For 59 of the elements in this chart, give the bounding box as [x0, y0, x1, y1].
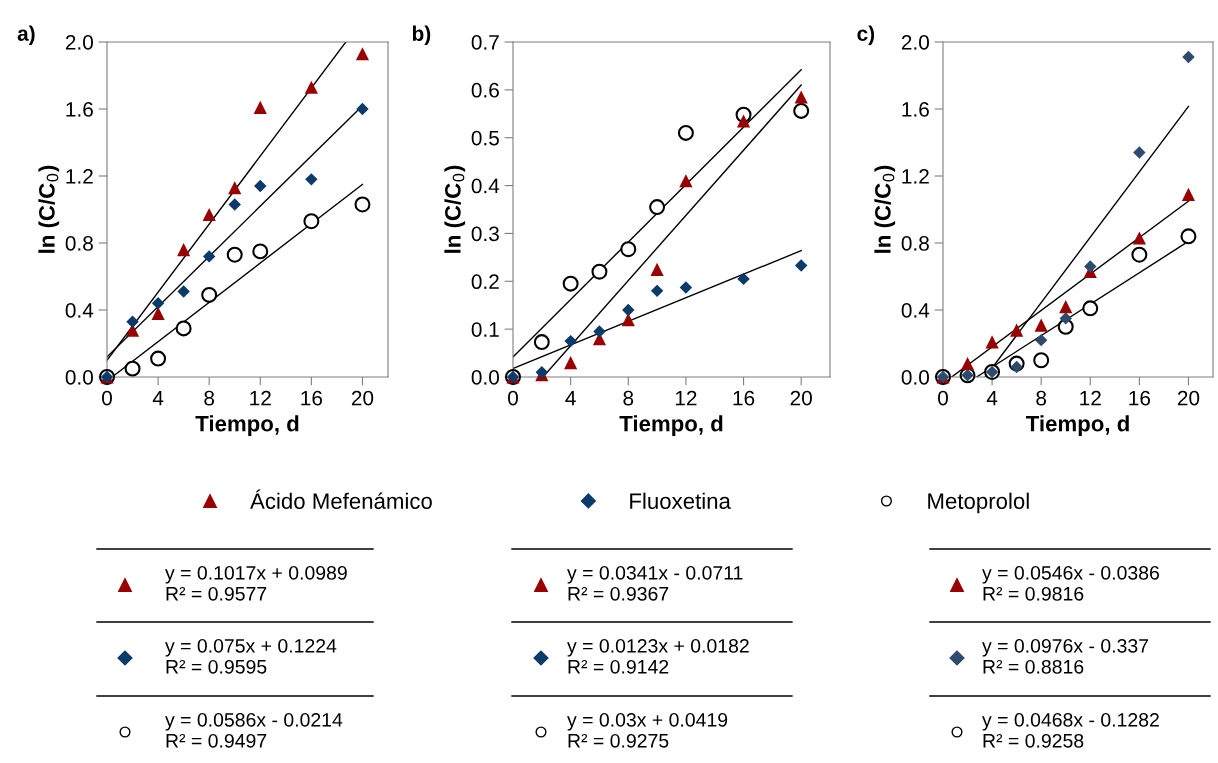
y-axis-title: ln (C/C$_{0}$) — [444, 165, 466, 253]
y-tick-label: 0.7 — [471, 35, 499, 50]
y-tick-label: 1.6 — [902, 102, 929, 117]
text: y = 0.1017x + 0.0989 R² = 0.9577 — [165, 565, 347, 601]
y-tick-label: 0.2 — [471, 274, 499, 290]
chart-title: a) — [17, 25, 35, 46]
x-axis-title: Tiempo, d — [619, 415, 723, 436]
x-tick-label: 12 — [250, 390, 271, 406]
text: y = 0.0546x - 0.0386 R² = 0.9816 — [982, 565, 1159, 601]
y-tick-label: 0.0 — [901, 370, 929, 385]
x-tick-label: 8 — [1036, 390, 1047, 406]
x-tick-label: 4 — [565, 390, 576, 406]
x-tick-label: 16 — [301, 390, 323, 406]
y-axis-title: ln (C/C$_{0}$) — [38, 165, 60, 253]
y-tick-label: 0.4 — [471, 178, 500, 194]
y-tick-label: 2.0 — [901, 35, 929, 50]
x-tick-label: 20 — [790, 390, 812, 406]
legend-label: Ácido Mefenámico — [250, 489, 432, 509]
y-tick-label: 0.0 — [65, 370, 93, 385]
x-axis-title: Tiempo, d — [195, 415, 299, 436]
x-tick-label: 16 — [733, 390, 755, 406]
chart-title: c) — [857, 25, 875, 46]
text: y = 0.0976x - 0.337 R² = 0.8816 — [982, 638, 1149, 674]
y-tick-label: 0.3 — [471, 226, 499, 242]
y-tick-label: 0.4 — [65, 303, 94, 318]
text: y = 0.0468x - 0.1282 R² = 0.9258 — [982, 712, 1159, 748]
x-tick-label: 8 — [623, 390, 634, 406]
x-tick-label: 0 — [508, 390, 518, 406]
y-tick-label: 1.2 — [66, 169, 93, 184]
chart-title: b) — [412, 25, 431, 46]
legend-label: Metoprolol — [928, 492, 1029, 514]
y-tick-label: 0.4 — [901, 303, 930, 318]
text: y = 0.0123x + 0.0182 R² = 0.9142 — [567, 638, 749, 674]
x-tick-label: 12 — [675, 390, 697, 406]
y-axis-title: ln (C/C$_{0}$) — [874, 165, 896, 253]
x-tick-label: 0 — [938, 390, 948, 406]
y-tick-label: 2.0 — [65, 35, 93, 50]
x-tick-label: 4 — [986, 390, 998, 406]
text: y = 0.03x + 0.0419 R² = 0.9275 — [567, 712, 728, 748]
x-tick-label: 12 — [1080, 390, 1101, 406]
x-tick-label: 16 — [1129, 390, 1151, 406]
y-tick-label: 0.5 — [471, 130, 499, 146]
text: y = 0.0341x - 0.0711 R² = 0.9367 — [567, 565, 743, 601]
y-tick-label: 0.8 — [901, 236, 929, 251]
x-tick-label: 4 — [152, 390, 164, 406]
x-tick-label: 20 — [351, 390, 374, 406]
text: y = 0.0586x - 0.0214 R² = 0.9497 — [165, 712, 343, 748]
x-axis-title: Tiempo, d — [1025, 415, 1129, 436]
y-tick-label: 0.1 — [471, 322, 499, 337]
text: y = 0.075x + 0.1224 R² = 0.9595 — [165, 638, 337, 674]
y-tick-label: 0.6 — [471, 82, 499, 98]
y-tick-label: 0.8 — [65, 236, 93, 251]
x-tick-label: 0 — [102, 390, 112, 406]
x-tick-label: 8 — [204, 390, 215, 406]
y-tick-label: 0.0 — [471, 370, 499, 385]
x-tick-label: 20 — [1177, 390, 1200, 406]
y-tick-label: 1.6 — [66, 102, 93, 117]
y-tick-label: 1.2 — [902, 169, 929, 184]
legend-label: Fluoxetina — [630, 492, 731, 509]
